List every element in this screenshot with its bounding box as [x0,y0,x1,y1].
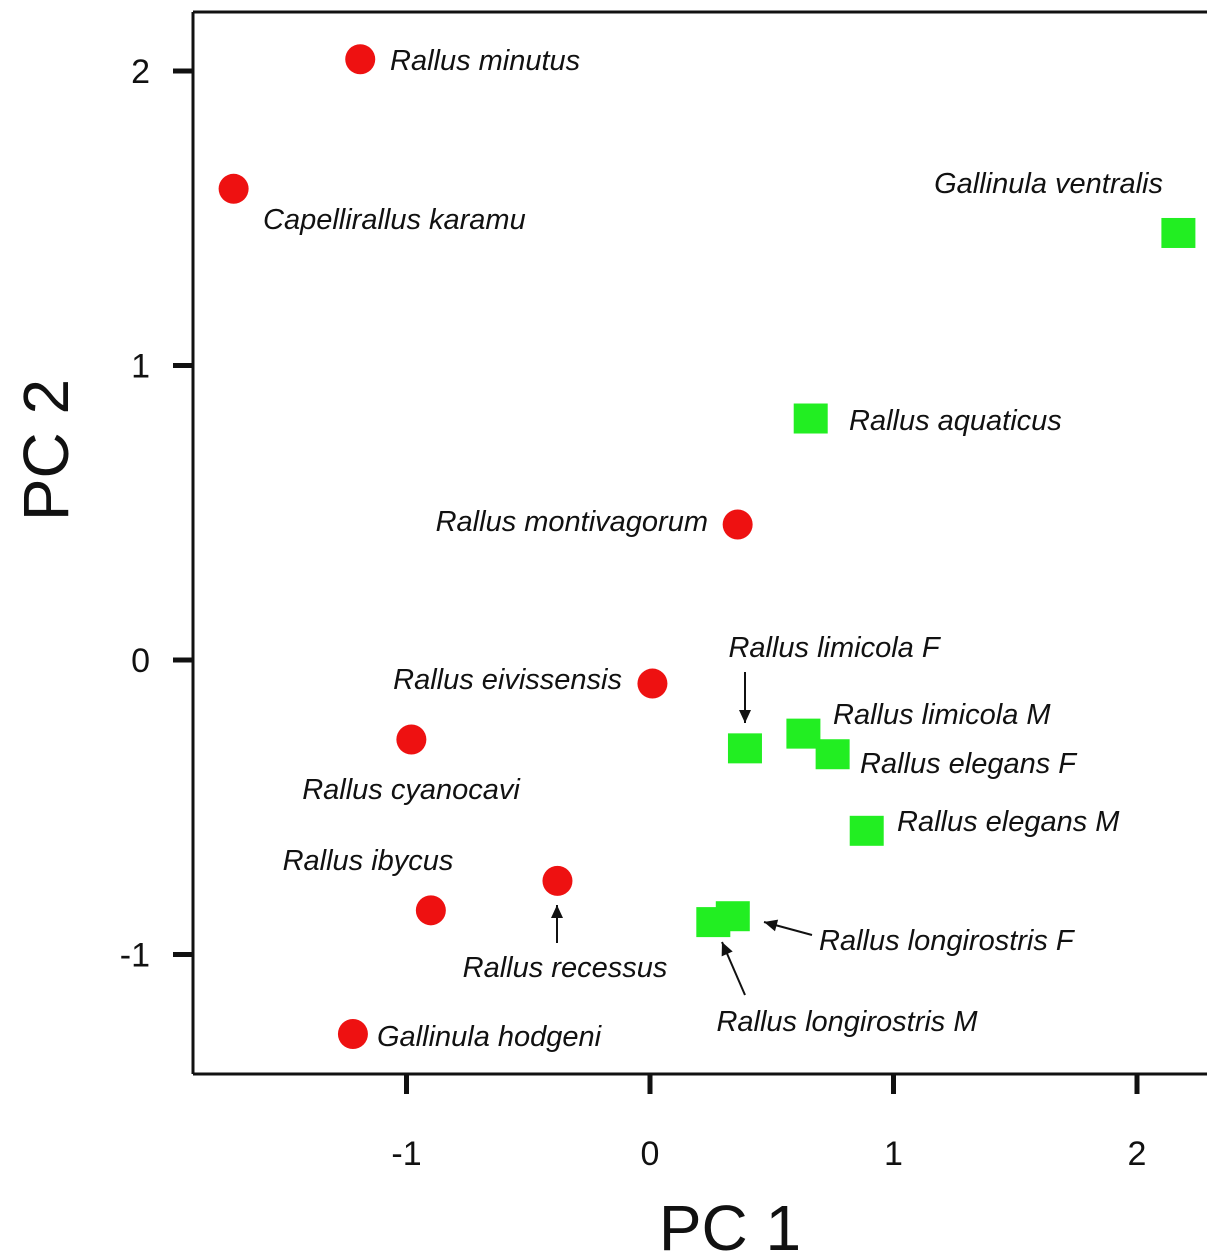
point-label: Rallus elegans F [860,748,1078,780]
point-labels: Rallus minutus Capellirallus karamu Rallus… [263,45,1163,1053]
x-tick-label: 2 [1128,1135,1147,1173]
annotation-arrowhead [739,710,751,723]
point-label: Rallus elegans M [897,806,1120,838]
annotation-arrowhead [764,919,779,932]
axis-ticks: -1 0 1 2 -1 0 1 2 [120,53,1147,1173]
point-label: Gallinula hodgeni [377,1021,603,1053]
data-point-square [696,907,731,938]
y-tick-label: 1 [131,348,150,386]
data-point-square [727,733,762,764]
data-point-circle [218,173,249,204]
data-point-square [786,718,821,749]
data-point-square [849,815,884,846]
x-axis-title: PC 1 [659,1192,801,1258]
data-point-square [815,739,850,770]
point-label: Rallus limicola F [728,632,941,664]
point-label: Rallus cyanocavi [302,774,521,806]
y-tick-label: -1 [120,937,150,975]
point-label: Rallus ibycus [283,845,454,877]
point-label: Gallinula ventralis [934,168,1163,200]
annotation-arrowhead [721,942,733,957]
data-point-square [1161,217,1196,248]
annotation-arrows [551,672,813,996]
x-tick-label: 1 [884,1135,903,1173]
point-label: Capellirallus karamu [263,204,526,236]
data-point-square [793,403,828,434]
annotation-arrowhead [551,905,563,918]
data-point-circle [337,1019,368,1050]
point-label: Rallus eivissensis [393,664,622,696]
data-point-circle [396,724,427,755]
data-point-circle [542,865,573,896]
point-label: Rallus longirostris F [819,925,1076,957]
point-label: Rallus aquaticus [849,405,1062,437]
data-points [218,44,1196,1050]
y-axis-title: PC 2 [10,379,82,521]
data-point-circle [637,668,668,699]
point-label: Rallus limicola M [833,699,1051,731]
data-point-circle [415,895,446,926]
plot-frame [191,10,1207,1076]
point-label: Rallus montivagorum [436,506,708,538]
x-tick-label: -1 [391,1135,421,1173]
point-label: Rallus recessus [463,952,668,984]
x-tick-label: 0 [641,1135,660,1173]
point-label: Rallus longirostris M [716,1006,978,1038]
data-point-circle [722,509,753,540]
point-label: Rallus minutus [390,45,580,77]
data-point-circle [345,44,376,75]
y-tick-label: 2 [131,53,150,91]
y-tick-label: 0 [131,642,150,680]
